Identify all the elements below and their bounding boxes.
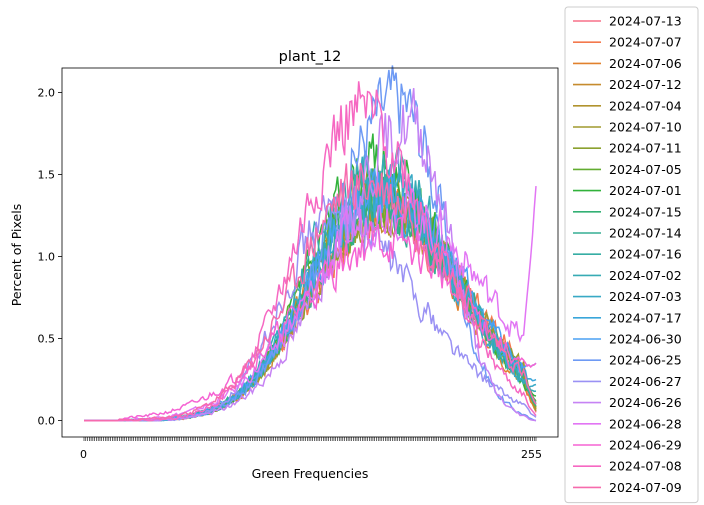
legend-entry-label: 2024-07-02 <box>609 268 682 283</box>
y-tick-label: 0.5 <box>38 333 56 346</box>
legend-entry-label: 2024-07-11 <box>609 141 682 156</box>
axes-frame <box>61 67 559 438</box>
legend-entry-label: 2024-07-10 <box>609 120 682 135</box>
legend-entry-label: 2024-07-09 <box>609 480 682 495</box>
legend-entry-label: 2024-07-04 <box>609 98 682 113</box>
legend-entry-label: 2024-07-12 <box>609 77 682 92</box>
legend-entry-label: 2024-07-16 <box>609 247 682 262</box>
legend-entry-label: 2024-07-07 <box>609 35 682 50</box>
legend: 2024-07-13 2024-07-07 2024-07-06 2024-07-12… <box>564 6 699 504</box>
plot-area <box>84 65 537 422</box>
legend-entry-label: 2024-07-01 <box>609 183 682 198</box>
x-axis-ticks <box>83 437 537 441</box>
legend-entry-label: 2024-06-29 <box>609 438 682 453</box>
x-axis-label: Green Frequencies <box>252 466 369 481</box>
y-tick-label: 1.5 <box>38 169 56 182</box>
series-line-2024-07-09 <box>84 163 537 422</box>
series-line-2024-06-29 <box>84 216 537 422</box>
series-line-2024-06-26 <box>84 88 537 422</box>
x-tick-label-first: 0 <box>80 448 87 461</box>
series-line-2024-06-28 <box>84 186 537 422</box>
legend-entry-label: 2024-07-17 <box>609 310 682 325</box>
legend-entry-label: 2024-07-08 <box>609 459 682 474</box>
y-tick-label: 0.0 <box>38 415 56 428</box>
y-tick-label: 2.0 <box>38 87 56 100</box>
legend-entry-label: 2024-06-27 <box>609 374 682 389</box>
legend-entry-label: 2024-06-30 <box>609 332 682 347</box>
y-axis-label: Percent of Pixels <box>9 204 24 306</box>
legend-entry-label: 2024-06-25 <box>609 353 682 368</box>
y-axis-ticks: 0.0 0.5 1.0 1.5 2.0 <box>38 87 62 428</box>
x-tick-label-last: 255 <box>521 448 542 461</box>
legend-entry-label: 2024-06-28 <box>609 416 682 431</box>
chart-title: plant_12 <box>279 49 342 65</box>
legend-box <box>564 6 699 504</box>
legend-entry-label: 2024-07-06 <box>609 56 682 71</box>
legend-entry-label: 2024-07-15 <box>609 204 682 219</box>
legend-entry-label: 2024-06-26 <box>609 395 682 410</box>
y-tick-label: 1.0 <box>38 251 56 264</box>
legend-entry-label: 2024-07-14 <box>609 226 682 241</box>
legend-entry-label: 2024-07-03 <box>609 289 682 304</box>
legend-entry-label: 2024-07-05 <box>609 162 682 177</box>
legend-entry-label: 2024-07-13 <box>609 14 682 29</box>
